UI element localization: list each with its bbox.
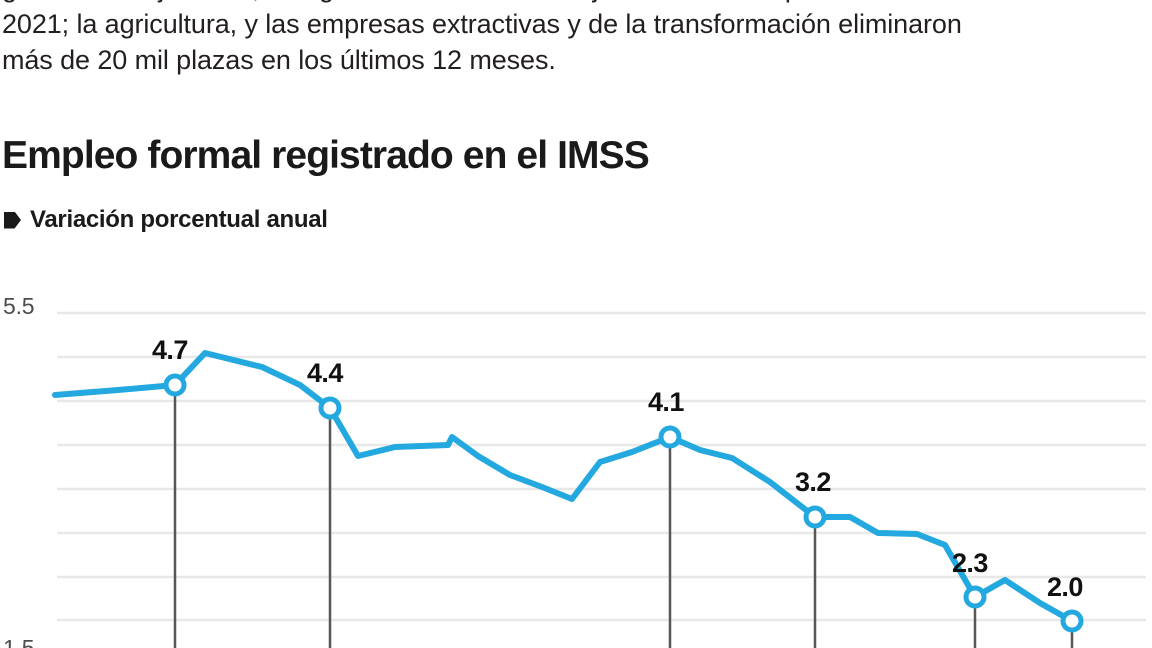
page-title: Empleo formal registrado en el IMSS: [2, 134, 650, 177]
data-label-2: 4.1: [648, 387, 684, 417]
data-label-1: 4.4: [307, 358, 343, 388]
chart-series-line: [52, 350, 1075, 624]
data-label-5: 2.0: [1047, 572, 1083, 602]
data-label-0: 4.7: [152, 335, 188, 365]
chart-subtitle-label: Variación porcentual anual: [30, 206, 328, 233]
data-point-marker-5: [1060, 609, 1084, 633]
y-axis-min-label: 1.5: [3, 635, 35, 648]
chart-subtitle: Variación porcentual anual: [4, 206, 328, 234]
data-point-marker-0: [163, 373, 187, 397]
data-point-marker-3: [803, 505, 827, 529]
triangle-right-icon: [4, 211, 21, 229]
data-label-4: 2.3: [952, 548, 988, 578]
data-label-3: 3.2: [795, 467, 831, 497]
article-body-text: grado a la baja anual, al registrar 14 m…: [2, 0, 977, 75]
chart-droplines: [173, 394, 1074, 648]
chart-canvas: [52, 311, 1146, 648]
data-point-marker-1: [318, 396, 342, 420]
data-point-marker-4: [963, 585, 987, 609]
chart-gridlines: [57, 311, 1146, 622]
y-axis-max-label: 5.5: [3, 293, 35, 319]
line-chart: 5.5 1.5 4.7 4.4 4.1 3.2 2.3 2.0: [0, 280, 1152, 648]
chart-markers: [163, 373, 1084, 633]
data-point-marker-2: [658, 425, 682, 449]
